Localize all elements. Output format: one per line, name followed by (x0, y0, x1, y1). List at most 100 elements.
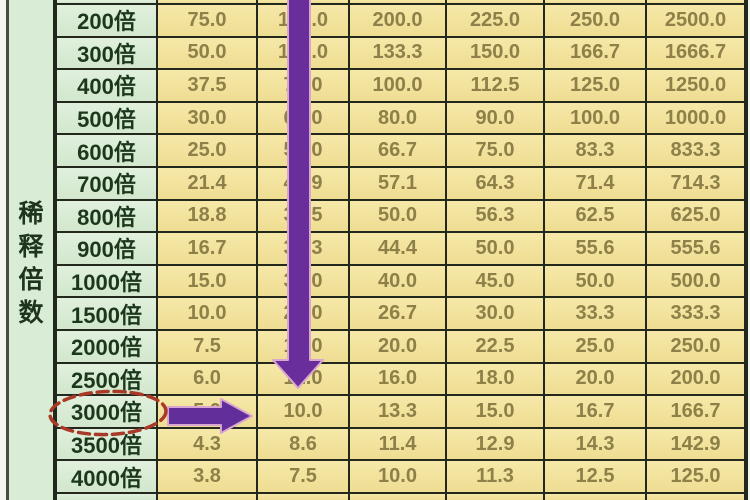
value-cell: 5.0 (158, 396, 256, 427)
value-cell: 166.7 (545, 37, 645, 69)
left-edge-line (6, 0, 9, 500)
value-cell: 142.9 (647, 428, 744, 460)
value-cell: 20.0 (350, 330, 445, 362)
value-cell: 3.8 (158, 461, 256, 492)
value-cell: 50.0 (447, 233, 543, 264)
value-cell: 20.0 (258, 298, 348, 329)
value-cell: 8.6 (258, 428, 348, 460)
value-cell: 22.5 (447, 330, 543, 362)
value-cell: 13.3 (350, 396, 445, 427)
value-cell: 50.0 (350, 200, 445, 232)
value-cell: 62.5 (545, 200, 645, 232)
row-label-cell: 3000倍 (57, 396, 156, 427)
value-cell: 30.0 (447, 298, 543, 329)
value-cell: 25.0 (158, 135, 256, 166)
value-cell: 15.0 (447, 396, 543, 427)
value-cell: 133.3 (350, 37, 445, 69)
value-cell: 44.4 (350, 233, 445, 264)
row-header-panel: 稀 释 倍 数 (9, 0, 53, 500)
partial-row-cell (647, 493, 744, 500)
value-cell: 57.1 (350, 167, 445, 199)
row-header-char: 数 (18, 299, 44, 327)
value-cell: 250.0 (545, 5, 645, 36)
value-cell: 60.0 (258, 102, 348, 134)
value-cell: 12.5 (545, 461, 645, 492)
row-label-cell: 400倍 (57, 70, 156, 101)
value-cell: 2500.0 (647, 5, 744, 36)
value-cell: 1000.0 (647, 102, 744, 134)
value-cell: 75.0 (158, 5, 256, 36)
value-cell: 25.0 (545, 330, 645, 362)
value-cell: 21.4 (158, 167, 256, 199)
value-cell: 30.0 (258, 265, 348, 297)
value-cell: 83.3 (545, 135, 645, 166)
value-cell: 45.0 (447, 265, 543, 297)
value-cell: 42.9 (258, 167, 348, 199)
value-cell: 225.0 (447, 5, 543, 36)
value-cell: 50.0 (258, 135, 348, 166)
partial-row-cell (647, 0, 744, 3)
value-cell: 90.0 (447, 102, 543, 134)
row-label-cell: 4000倍 (57, 461, 156, 492)
row-label-cell: 800倍 (57, 200, 156, 232)
value-cell: 12.0 (258, 363, 348, 395)
partial-row-cell (258, 493, 348, 500)
value-cell: 4.3 (158, 428, 256, 460)
row-label-cell: 2500倍 (57, 363, 156, 395)
partial-row-cell (350, 0, 445, 3)
value-cell: 64.3 (447, 167, 543, 199)
value-cell: 200.0 (647, 363, 744, 395)
value-cell: 6.0 (158, 363, 256, 395)
row-label-cell: 3500倍 (57, 428, 156, 460)
value-cell: 66.7 (350, 135, 445, 166)
value-cell: 100.0 (258, 37, 348, 69)
partial-row-cell (350, 493, 445, 500)
value-cell: 75.0 (447, 135, 543, 166)
value-cell: 1666.7 (647, 37, 744, 69)
row-label-cell: 2000倍 (57, 330, 156, 362)
value-cell: 150.0 (258, 5, 348, 36)
value-cell: 125.0 (545, 70, 645, 101)
value-cell: 37.5 (158, 70, 256, 101)
value-cell: 71.4 (545, 167, 645, 199)
row-label-cell: 900倍 (57, 233, 156, 264)
value-cell: 333.3 (647, 298, 744, 329)
value-cell: 625.0 (647, 200, 744, 232)
value-cell: 26.7 (350, 298, 445, 329)
value-cell: 166.7 (647, 396, 744, 427)
row-label-cell: 700倍 (57, 167, 156, 199)
value-cell: 16.7 (545, 396, 645, 427)
row-label-cell: 1500倍 (57, 298, 156, 329)
partial-row-cell (447, 493, 543, 500)
value-cell: 40.0 (350, 265, 445, 297)
row-label-cell: 200倍 (57, 5, 156, 36)
value-cell: 11.4 (350, 428, 445, 460)
value-cell: 80.0 (350, 102, 445, 134)
value-cell: 125.0 (647, 461, 744, 492)
partial-row-cell (57, 493, 156, 500)
value-cell: 55.6 (545, 233, 645, 264)
partial-row-cell (545, 493, 645, 500)
row-header-char: 释 (18, 233, 44, 261)
value-cell: 1250.0 (647, 70, 744, 101)
value-cell: 18.8 (158, 200, 256, 232)
value-cell: 30.0 (158, 102, 256, 134)
row-label-cell: 500倍 (57, 102, 156, 134)
row-header-char: 倍 (18, 266, 44, 294)
value-cell: 20.0 (545, 363, 645, 395)
value-cell: 16.7 (158, 233, 256, 264)
value-cell: 7.5 (258, 461, 348, 492)
row-label-cell: 1000倍 (57, 265, 156, 297)
value-cell: 15.0 (258, 330, 348, 362)
partial-row-cell (57, 0, 156, 3)
partial-row-cell (447, 0, 543, 3)
value-cell: 200.0 (350, 5, 445, 36)
value-cell: 33.3 (545, 298, 645, 329)
value-cell: 10.0 (158, 298, 256, 329)
partial-row-cell (258, 0, 348, 3)
partial-row-cell (158, 0, 256, 3)
value-cell: 112.5 (447, 70, 543, 101)
value-cell: 50.0 (545, 265, 645, 297)
dilution-table: 200倍 75.0 150.0 200.0 225.0 250.0 2500.0 300倍 50… (53, 0, 748, 500)
